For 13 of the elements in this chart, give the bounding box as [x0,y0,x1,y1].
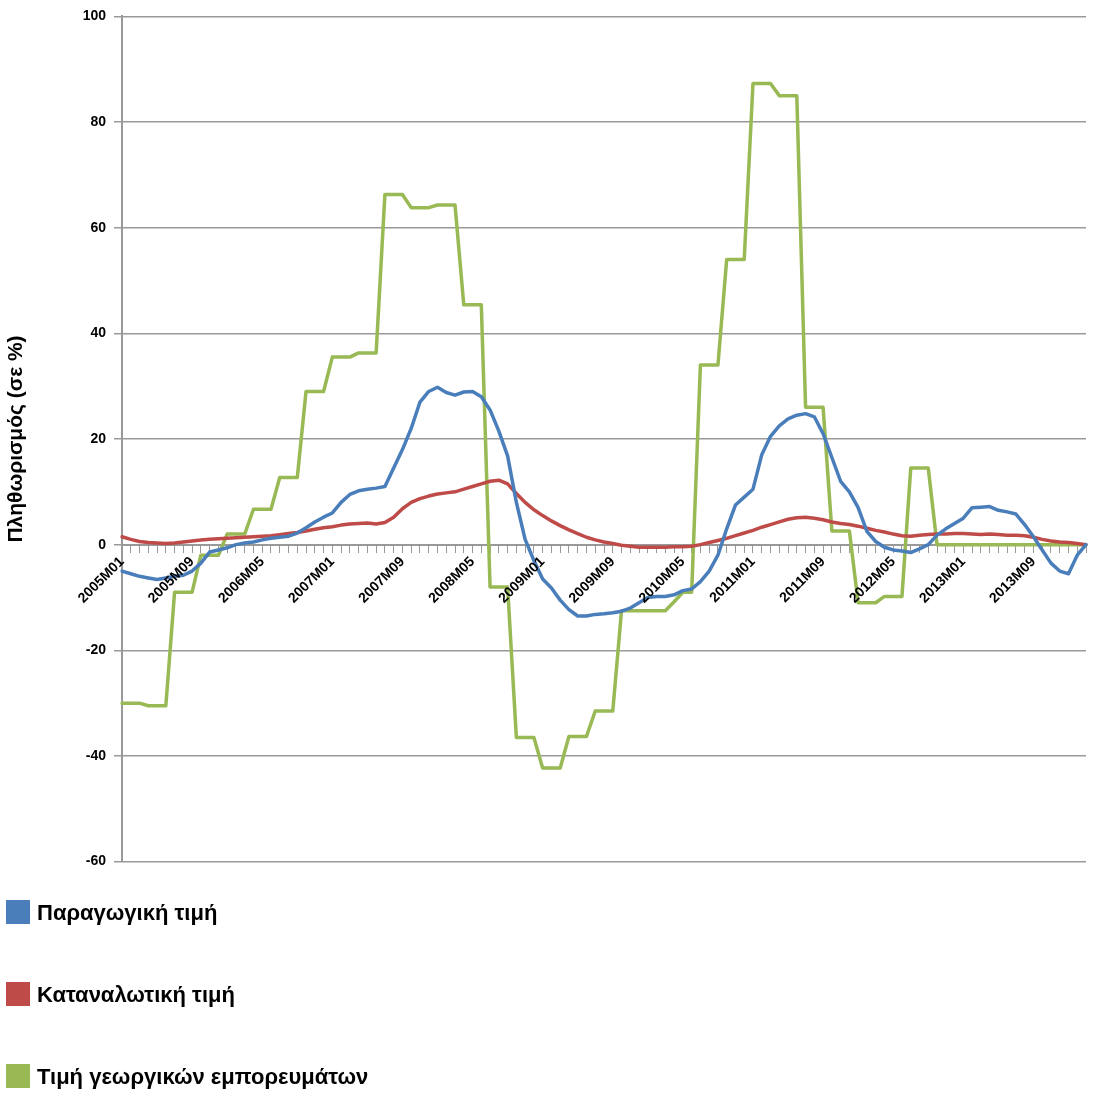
y-tick-label: 20 [90,429,107,446]
legend-label: Καταναλωτική τιμή [37,982,235,1008]
y-tick-label: -60 [85,852,107,869]
y-axis-title: Πληθωρισμός (σε %) [3,335,28,543]
legend-label: Τιμή γεωργικών εμπορευμάτων [37,1064,369,1090]
y-tick-label: -40 [85,746,107,763]
y-tick-label: 0 [98,535,107,552]
y-tick-label: -20 [85,641,107,658]
y-tick-label: 100 [82,7,107,24]
legend-label: Παραγωγική τιμή [37,900,218,926]
y-tick-label: 60 [90,218,107,235]
y-tick-label: 80 [90,112,107,129]
y-tick-label: 40 [90,324,107,341]
